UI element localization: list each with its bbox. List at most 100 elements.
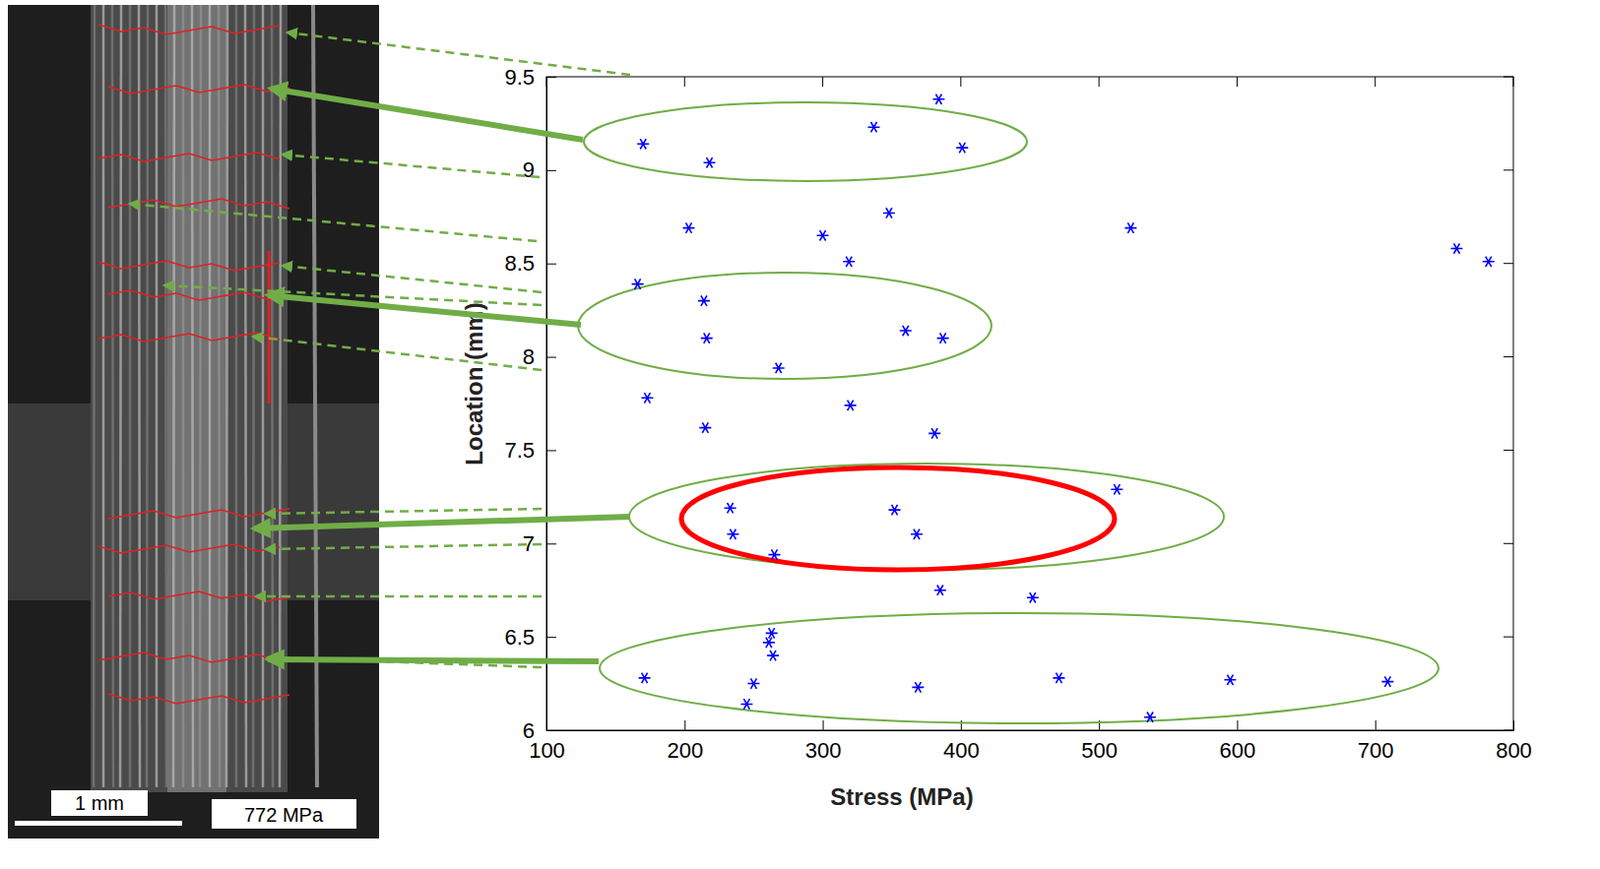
point (867, 122, 880, 132)
points (632, 94, 1495, 723)
x-tick-label: 200 (666, 738, 704, 764)
y-axis: 66.577.588.599.5 (504, 64, 557, 744)
x-tick-mark-top (960, 76, 961, 87)
point (1223, 675, 1236, 686)
x-tick-mark-top (1098, 76, 1100, 87)
point (1381, 676, 1394, 687)
y-tick: 9 (522, 157, 557, 183)
fiber (261, 4, 265, 788)
y-tick-mark (546, 357, 557, 359)
solid-arrow (267, 659, 599, 662)
point (632, 278, 644, 289)
fiber (271, 4, 273, 788)
fiber-bundle (90, 4, 288, 793)
y-tick: 6.5 (504, 625, 557, 650)
x-tick: 300 (805, 720, 842, 764)
x-tick-mark (684, 720, 686, 731)
fiber (120, 4, 122, 788)
point (767, 650, 779, 661)
group-ellipse (577, 272, 992, 380)
group-ellipse (629, 463, 1224, 571)
point (747, 678, 760, 689)
x-axis-line (547, 720, 1515, 732)
y-tick-mark-right (1503, 637, 1514, 639)
point (928, 428, 941, 439)
y-tick-label: 6.5 (504, 625, 535, 650)
crack (98, 332, 280, 342)
point (889, 505, 901, 515)
point (932, 94, 945, 105)
point (1450, 243, 1463, 254)
point (817, 230, 830, 241)
y-tick: 8 (522, 344, 557, 370)
dashed-arrow (265, 509, 542, 514)
y-tick-label: 9.5 (504, 64, 535, 90)
fiber (112, 4, 114, 788)
point (956, 142, 968, 153)
x-tick-label: 700 (1357, 738, 1395, 764)
y-tick-mark (546, 543, 557, 545)
point (1124, 222, 1137, 233)
right-ticks (1503, 76, 1514, 731)
x-tick: 700 (1357, 720, 1395, 764)
dashed-arrow (256, 595, 542, 599)
y-axis-line (547, 77, 558, 732)
y-tick-mark (546, 263, 557, 265)
point (911, 682, 924, 693)
dashed-arrow (282, 265, 542, 293)
annotation-ellipses (577, 102, 1439, 724)
point (682, 222, 695, 233)
x-tick-label: 400 (943, 738, 980, 764)
y-tick-mark-right (1503, 169, 1514, 171)
y-tick-mark (546, 449, 557, 451)
fiber-highlight (167, 4, 227, 793)
y-axis-title: Location (mm) (460, 302, 488, 465)
point (699, 422, 711, 433)
y-tick-mark (546, 637, 557, 639)
point (883, 207, 896, 218)
dashed-arrow (287, 32, 631, 75)
top-ticks (546, 76, 1514, 87)
y-tick-label: 6 (522, 718, 535, 744)
micrograph-background (7, 4, 380, 839)
stress-label: 772 MPa (244, 804, 324, 827)
y-tick-mark-right (1503, 543, 1514, 545)
y-tick-mark-right (1503, 356, 1514, 358)
dashed-arrow (253, 336, 542, 371)
x-tick-mark-top (684, 76, 686, 87)
point (698, 295, 710, 306)
x-tick-mark-top (1374, 76, 1376, 87)
crack (108, 694, 290, 704)
point (1026, 592, 1039, 603)
point (899, 325, 912, 336)
plot-background (546, 76, 1514, 731)
point (726, 529, 739, 540)
x-tick-mark-top (1236, 76, 1238, 87)
fiber (93, 4, 95, 788)
group-ellipse (583, 102, 1027, 182)
x-tick-mark-top (822, 76, 824, 87)
x-tick-label: 300 (805, 738, 842, 764)
micrograph: 1 mm772 MPa (7, 4, 380, 839)
x-axis: 100200300400500600700800 (528, 720, 1533, 764)
x-axis-title: Stress (MPa) (830, 783, 973, 811)
scale-bar-label-box (51, 790, 148, 817)
x-tick-mark (823, 720, 825, 731)
crack (98, 652, 280, 663)
crack (98, 544, 280, 554)
solid-arrow (267, 295, 581, 325)
y-tick-label: 8.5 (504, 251, 535, 276)
y-tick: 7.5 (504, 438, 557, 463)
point (637, 138, 649, 149)
crack (108, 84, 290, 94)
y-tick-mark-right (1503, 449, 1514, 451)
point (724, 503, 737, 513)
x-tick-label: 800 (1495, 738, 1533, 764)
point (640, 392, 653, 403)
x-tick-label: 600 (1219, 738, 1257, 764)
x-tick-mark (1236, 720, 1238, 731)
dashed-arrow (129, 203, 537, 242)
fiber (138, 4, 140, 788)
x-tick-mark (1375, 720, 1377, 731)
point (1482, 256, 1495, 267)
